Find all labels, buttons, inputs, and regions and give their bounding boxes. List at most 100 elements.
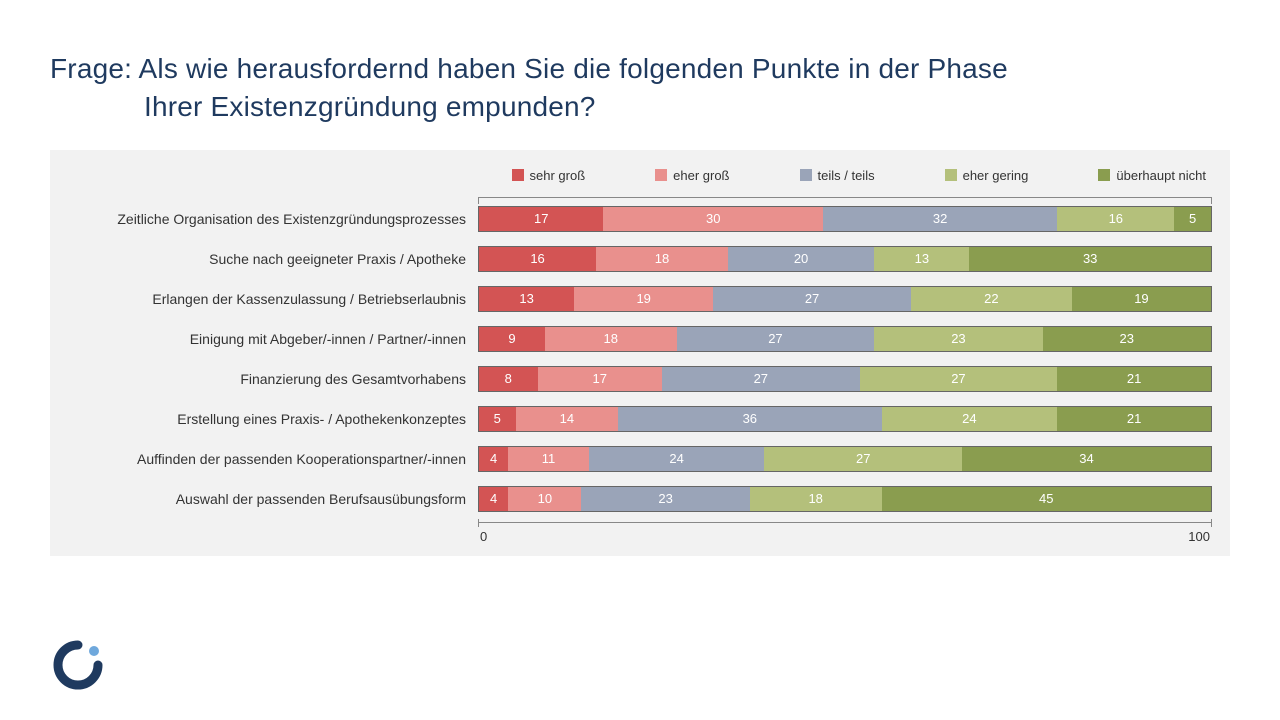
bar-segment: 21: [1057, 367, 1211, 391]
x-axis-line: [68, 522, 1212, 523]
bar-segment: 20: [728, 247, 874, 271]
chart-rows: Zeitliche Organisation des Existenzgründ…: [68, 206, 1212, 512]
bar-segment: 5: [479, 407, 516, 431]
bar-segment: 32: [823, 207, 1057, 231]
chart-row: Einigung mit Abgeber/-innen / Partner/-i…: [68, 326, 1212, 352]
bar-segment: 19: [1072, 287, 1211, 311]
bar-segment: 27: [713, 287, 911, 311]
bar-wrap: 411242734: [478, 446, 1212, 472]
chart-row: Erstellung eines Praxis- / Apothekenkonz…: [68, 406, 1212, 432]
row-label: Erlangen der Kassenzulassung / Betriebse…: [68, 291, 478, 307]
bar-segment: 11: [508, 447, 589, 471]
bar-segment: 4: [479, 447, 508, 471]
title-line-1: Frage: Als wie herausfordernd haben Sie …: [50, 53, 1008, 84]
bar-segment: 23: [1043, 327, 1211, 351]
bar-segment: 34: [962, 447, 1211, 471]
legend-swatch: [655, 169, 667, 181]
bar-segment: 8: [479, 367, 538, 391]
legend-item: sehr groß: [512, 168, 586, 183]
bar-wrap: 1319272219: [478, 286, 1212, 312]
bar-segment: 18: [750, 487, 882, 511]
row-label: Finanzierung des Gesamtvorhabens: [68, 371, 478, 387]
stacked-bar: 173032165: [478, 206, 1212, 232]
bar-segment: 13: [479, 287, 574, 311]
legend-label: teils / teils: [818, 168, 875, 183]
stacked-bar: 514362421: [478, 406, 1212, 432]
bar-segment: 17: [479, 207, 603, 231]
bar-segment: 16: [1057, 207, 1174, 231]
legend-swatch: [512, 169, 524, 181]
row-label: Zeitliche Organisation des Existenzgründ…: [68, 211, 478, 227]
bar-segment: 13: [874, 247, 969, 271]
stacked-bar: 1618201333: [478, 246, 1212, 272]
x-axis-labels: 0 100: [68, 529, 1212, 544]
bar-segment: 5: [1174, 207, 1211, 231]
chart-row: Erlangen der Kassenzulassung / Betriebse…: [68, 286, 1212, 312]
brand-logo-icon: [50, 637, 106, 698]
row-label: Einigung mit Abgeber/-innen / Partner/-i…: [68, 331, 478, 347]
legend-item: überhaupt nicht: [1098, 168, 1206, 183]
legend-label: eher groß: [673, 168, 729, 183]
title-line-2: Ihrer Existenzgründung empunden?: [50, 88, 1230, 126]
bar-wrap: 410231845: [478, 486, 1212, 512]
stacked-bar: 411242734: [478, 446, 1212, 472]
bar-segment: 14: [516, 407, 618, 431]
legend-label: sehr groß: [530, 168, 586, 183]
chart-row: Zeitliche Organisation des Existenzgründ…: [68, 206, 1212, 232]
legend-swatch: [800, 169, 812, 181]
bar-segment: 23: [874, 327, 1042, 351]
bar-segment: 45: [882, 487, 1211, 511]
bar-segment: 27: [662, 367, 860, 391]
stacked-bar: 410231845: [478, 486, 1212, 512]
bar-wrap: 173032165: [478, 206, 1212, 232]
chart-row: Suche nach geeigneter Praxis / Apotheke1…: [68, 246, 1212, 272]
stacked-bar: 1319272219: [478, 286, 1212, 312]
bar-segment: 27: [860, 367, 1058, 391]
top-axis: [68, 197, 1212, 198]
legend-item: teils / teils: [800, 168, 875, 183]
legend-swatch: [1098, 169, 1110, 181]
bar-wrap: 817272721: [478, 366, 1212, 392]
chart: sehr groß eher groß teils / teils eher geri…: [50, 150, 1230, 556]
chart-row: Finanzierung des Gesamtvorhabens81727272…: [68, 366, 1212, 392]
legend-item: eher groß: [655, 168, 729, 183]
bar-segment: 33: [969, 247, 1211, 271]
row-label: Auffinden der passenden Kooperationspart…: [68, 451, 478, 467]
bar-segment: 17: [538, 367, 662, 391]
bar-wrap: 514362421: [478, 406, 1212, 432]
bar-segment: 4: [479, 487, 508, 511]
bar-segment: 18: [596, 247, 728, 271]
chart-row: Auswahl der passenden Berufsausübungsfor…: [68, 486, 1212, 512]
row-label: Auswahl der passenden Berufsausübungsfor…: [68, 491, 478, 507]
bar-segment: 9: [479, 327, 545, 351]
legend-label: eher gering: [963, 168, 1029, 183]
row-label: Erstellung eines Praxis- / Apothekenkonz…: [68, 411, 478, 427]
bar-segment: 24: [882, 407, 1058, 431]
slide: Frage: Als wie herausfordernd haben Sie …: [0, 0, 1280, 720]
bar-segment: 23: [581, 487, 749, 511]
xtick-max: 100: [1188, 529, 1210, 544]
chart-row: Auffinden der passenden Kooperationspart…: [68, 446, 1212, 472]
slide-title: Frage: Als wie herausfordernd haben Sie …: [50, 50, 1230, 126]
bar-segment: 21: [1057, 407, 1211, 431]
bar-segment: 36: [618, 407, 882, 431]
legend-item: eher gering: [945, 168, 1029, 183]
bar-segment: 18: [545, 327, 677, 351]
xtick-min: 0: [480, 529, 487, 544]
legend-swatch: [945, 169, 957, 181]
legend: sehr groß eher groß teils / teils eher geri…: [68, 168, 1212, 197]
bar-segment: 27: [677, 327, 875, 351]
bar-segment: 27: [764, 447, 962, 471]
bar-segment: 22: [911, 287, 1072, 311]
bar-segment: 10: [508, 487, 581, 511]
bar-segment: 24: [589, 447, 765, 471]
bar-wrap: 1618201333: [478, 246, 1212, 272]
row-label: Suche nach geeigneter Praxis / Apotheke: [68, 251, 478, 267]
bar-segment: 16: [479, 247, 596, 271]
stacked-bar: 918272323: [478, 326, 1212, 352]
bar-wrap: 918272323: [478, 326, 1212, 352]
bar-segment: 19: [574, 287, 713, 311]
legend-label: überhaupt nicht: [1116, 168, 1206, 183]
bar-segment: 30: [603, 207, 823, 231]
stacked-bar: 817272721: [478, 366, 1212, 392]
